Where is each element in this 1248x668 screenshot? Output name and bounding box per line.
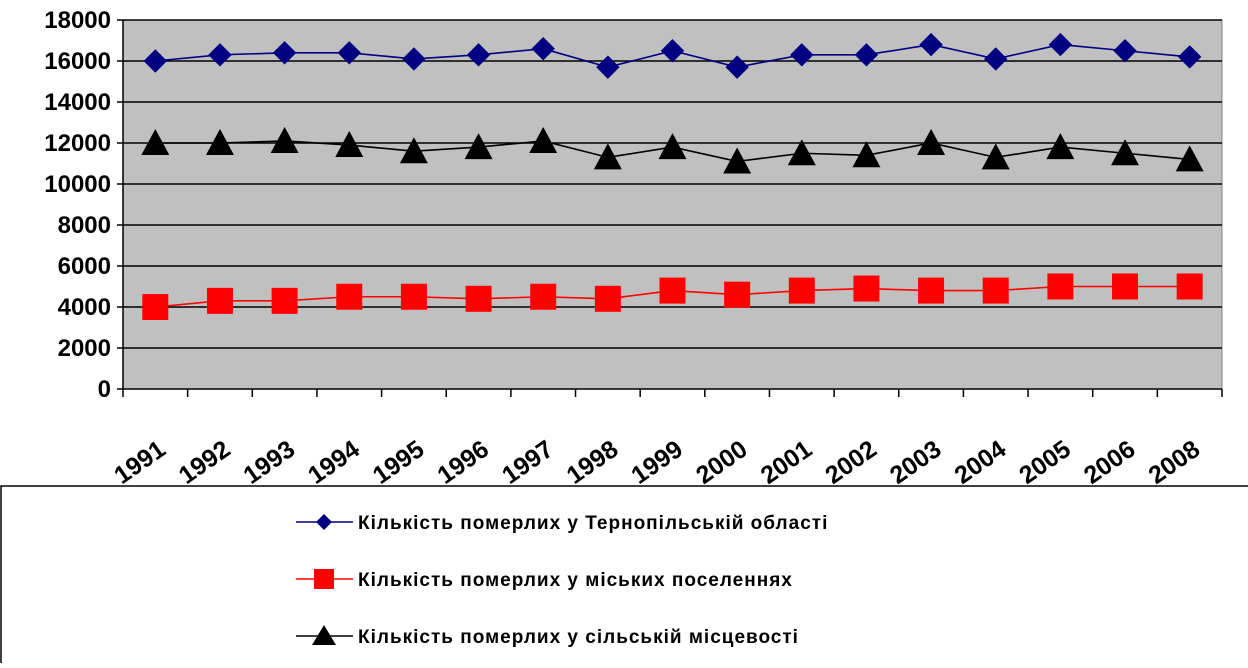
data-point-square: [1047, 273, 1074, 300]
x-tick-label: 2008: [1143, 435, 1205, 490]
data-point-diamond: [854, 43, 879, 67]
x-tick-label: 2001: [756, 435, 818, 490]
x-tick-label: 1997: [497, 435, 559, 490]
data-point-diamond: [919, 32, 943, 57]
y-tick-label: 12000: [44, 130, 111, 157]
series-2: [142, 273, 1203, 320]
data-point-triangle: [658, 133, 687, 160]
data-point-diamond: [1048, 32, 1073, 57]
y-tick-label: 6000: [58, 253, 111, 280]
data-point-triangle: [1175, 145, 1204, 172]
data-point-square: [400, 283, 427, 310]
x-tick-label: 2005: [1014, 435, 1076, 490]
legend-box: [0, 485, 1248, 668]
data-point-square: [918, 277, 945, 304]
x-tick-label: 1999: [626, 435, 688, 490]
data-point-diamond: [596, 55, 620, 79]
legend-marker-square: [314, 569, 334, 589]
data-point-square: [271, 287, 298, 314]
data-point-triangle: [1046, 133, 1075, 160]
y-tick-label: 10000: [44, 171, 111, 198]
data-point-triangle: [1111, 139, 1140, 166]
legend-label: Кількість померлих у Тернопільській обла…: [358, 513, 828, 534]
x-tick-label: 2002: [820, 435, 882, 490]
y-tick-label: 4000: [58, 294, 111, 321]
data-point-diamond: [984, 47, 1008, 71]
y-tick-label: 14000: [44, 89, 111, 116]
data-point-square: [853, 275, 880, 302]
data-point-square: [206, 287, 233, 314]
x-tick-label: 1993: [238, 435, 300, 490]
y-tick-label: 18000: [44, 7, 111, 34]
x-tick-label: 2000: [691, 435, 753, 490]
data-point-triangle: [529, 126, 558, 153]
data-point-triangle: [335, 131, 364, 158]
data-point-square: [142, 294, 169, 320]
x-tick-label: 2006: [1079, 435, 1141, 490]
data-point-triangle: [399, 137, 428, 164]
data-point-square: [724, 281, 751, 308]
x-tick-label: 1995: [368, 435, 430, 490]
x-tick-label: 1998: [562, 435, 624, 490]
data-point-diamond: [466, 43, 491, 67]
legend-item-3: Кількість померлих у сільській місцевост…: [296, 625, 799, 648]
data-point-square: [1176, 273, 1203, 300]
data-point-diamond: [660, 39, 685, 63]
series-layer: [141, 32, 1204, 320]
x-tick-label: 1996: [432, 435, 494, 490]
data-point-square: [594, 285, 621, 312]
data-point-square: [659, 277, 686, 304]
x-tick-label: 2004: [950, 435, 1012, 490]
data-point-square: [530, 283, 557, 310]
series-1: [143, 32, 1202, 79]
data-point-square: [336, 283, 363, 310]
data-point-square: [465, 285, 492, 312]
data-point-diamond: [790, 43, 814, 67]
data-point-triangle: [270, 126, 299, 153]
legend-label: Кількість померлих у сільській місцевост…: [358, 627, 799, 648]
y-tick-label: 2000: [58, 335, 111, 362]
data-point-square: [788, 277, 815, 304]
data-point-diamond: [1177, 45, 1202, 69]
data-point-triangle: [464, 133, 493, 160]
legend: Кількість померлих у Тернопільській обла…: [0, 485, 1248, 668]
y-tick-label: 0: [98, 376, 111, 403]
data-point-triangle: [852, 141, 881, 168]
data-point-triangle: [917, 129, 946, 155]
data-point-triangle: [787, 139, 816, 166]
legend-marker-triangle: [312, 625, 336, 645]
x-tick-label: 2003: [885, 435, 947, 490]
legend-marker-diamond: [316, 514, 332, 530]
data-point-triangle: [593, 143, 622, 170]
data-point-triangle: [205, 129, 234, 155]
data-point-diamond: [143, 49, 168, 73]
data-point-triangle: [141, 129, 170, 155]
data-point-diamond: [531, 36, 555, 61]
y-tick-label: 16000: [44, 48, 111, 75]
data-point-diamond: [1113, 39, 1137, 63]
x-tick-label: 1991: [109, 435, 171, 490]
legend-item-2: Кількість померлих у міських поселеннях: [296, 569, 793, 591]
data-point-diamond: [208, 43, 232, 67]
data-point-triangle: [981, 143, 1010, 170]
data-point-diamond: [337, 41, 361, 65]
legend-item-1: Кількість померлих у Тернопільській обла…: [296, 513, 828, 534]
data-point-diamond: [725, 55, 749, 79]
data-point-triangle: [723, 147, 752, 174]
plot-area: [122, 19, 1223, 390]
series-3: [141, 126, 1204, 174]
data-point-square: [1112, 273, 1139, 300]
data-point-square: [982, 277, 1009, 304]
x-tick-label: 1994: [303, 435, 365, 490]
data-point-diamond: [402, 47, 426, 71]
x-tick-label: 1992: [174, 435, 236, 490]
data-point-diamond: [272, 41, 297, 65]
y-tick-label: 8000: [58, 212, 111, 239]
legend-label: Кількість померлих у міських поселеннях: [358, 570, 793, 591]
